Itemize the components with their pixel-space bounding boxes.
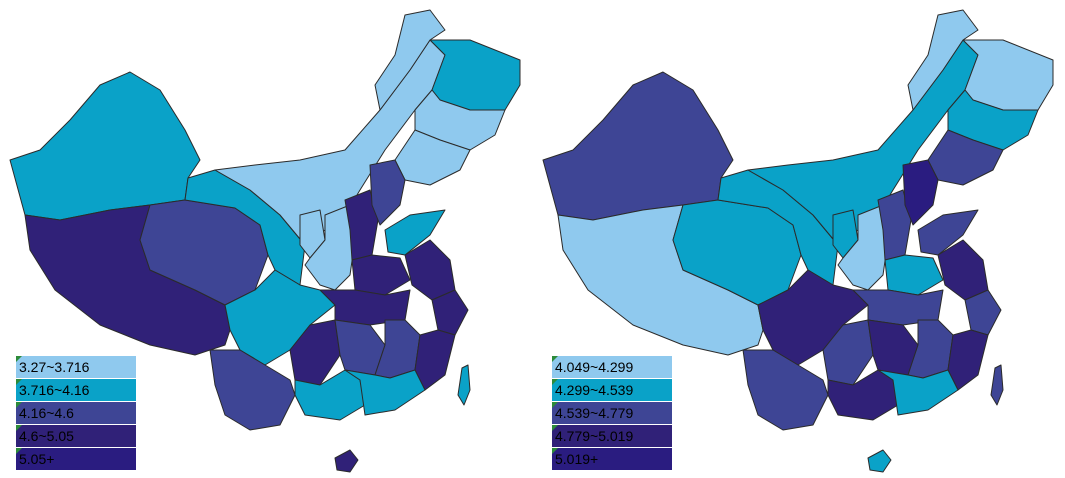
- legend-item: 5.019+: [552, 448, 680, 470]
- region-xinjiang: [542, 71, 734, 221]
- region-zhejiang: [964, 289, 1002, 336]
- legend-swatch: [16, 356, 136, 378]
- legend-swatch: [552, 379, 672, 401]
- legend-label: 4.299~4.539: [555, 382, 634, 398]
- legend-label: 3.716~4.16: [19, 382, 90, 398]
- region-guangdong: [344, 369, 426, 416]
- region-taiwan: [990, 364, 1004, 406]
- region-guangdong: [877, 369, 959, 416]
- legend-swatch: [16, 448, 136, 470]
- legend-item: 3.716~4.16: [16, 379, 144, 401]
- legend-label: 3.27~3.716: [19, 359, 90, 375]
- legend-item: 3.27~3.716: [16, 356, 144, 378]
- legend-swatch: [552, 356, 672, 378]
- legend-label: 4.16~4.6: [19, 405, 74, 421]
- region-shandong: [384, 209, 446, 256]
- region-henan: [884, 254, 944, 296]
- region-jilin: [414, 89, 506, 151]
- right-map-legend: 4.049~4.299 4.299~4.539 4.539~4.779 4.77…: [552, 356, 680, 471]
- legend-swatch: [16, 425, 136, 447]
- region-gansu: [184, 169, 306, 286]
- region-hainan: [867, 449, 892, 473]
- legend-item: 4.539~4.779: [552, 402, 680, 424]
- legend-label: 4.049~4.299: [555, 359, 634, 375]
- legend-item: 4.779~5.019: [552, 425, 680, 447]
- left-map-legend: 3.27~3.716 3.716~4.16 4.16~4.6 4.6~5.05 …: [16, 356, 144, 471]
- region-sichuan: [757, 269, 869, 366]
- legend-marker-icon: [552, 425, 558, 431]
- region-yunnan: [742, 349, 829, 431]
- right-map-svg: [542, 9, 1054, 473]
- region-hebei: [902, 159, 939, 226]
- region-jilin: [947, 89, 1039, 151]
- legend-marker-icon: [16, 379, 22, 385]
- legend-label: 4.539~4.779: [555, 405, 634, 421]
- left-map-svg: [9, 9, 521, 473]
- region-yunnan: [209, 349, 296, 431]
- legend-label: 4.6~5.05: [19, 428, 74, 444]
- legend-swatch: [16, 402, 136, 424]
- region-zhejiang: [431, 289, 469, 336]
- legend-marker-icon: [16, 448, 22, 454]
- legend-swatch: [552, 425, 672, 447]
- region-hebei: [369, 159, 406, 226]
- legend-label: 4.779~5.019: [555, 428, 634, 444]
- legend-item: 5.05+: [16, 448, 144, 470]
- region-henan: [351, 254, 411, 296]
- legend-swatch: [552, 402, 672, 424]
- region-taiwan: [457, 364, 471, 406]
- legend-label: 5.019+: [555, 451, 599, 467]
- legend-marker-icon: [552, 402, 558, 408]
- legend-marker-icon: [16, 402, 22, 408]
- legend-item: 4.049~4.299: [552, 356, 680, 378]
- legend-marker-icon: [552, 356, 558, 362]
- legend-item: 4.299~4.539: [552, 379, 680, 401]
- region-sichuan: [224, 269, 336, 366]
- legend-item: 4.6~5.05: [16, 425, 144, 447]
- legend-marker-icon: [16, 425, 22, 431]
- legend-swatch: [552, 448, 672, 470]
- left-choropleth-map: 3.27~3.716 3.716~4.16 4.16~4.6 4.6~5.05 …: [0, 0, 532, 478]
- region-xinjiang: [9, 71, 201, 221]
- region-shandong: [917, 209, 979, 256]
- region-inner-mongolia-north: [907, 9, 979, 111]
- region-hainan: [334, 449, 359, 473]
- region-heilongjiang: [962, 39, 1054, 111]
- region-inner-mongolia-north: [374, 9, 446, 111]
- region-heilongjiang: [429, 39, 521, 111]
- legend-label: 5.05+: [19, 451, 55, 467]
- legend-marker-icon: [16, 356, 22, 362]
- right-choropleth-map: [533, 0, 1065, 478]
- legend-swatch: [16, 379, 136, 401]
- legend-marker-icon: [552, 448, 558, 454]
- region-gansu: [717, 169, 839, 286]
- legend-marker-icon: [552, 379, 558, 385]
- legend-item: 4.16~4.6: [16, 402, 144, 424]
